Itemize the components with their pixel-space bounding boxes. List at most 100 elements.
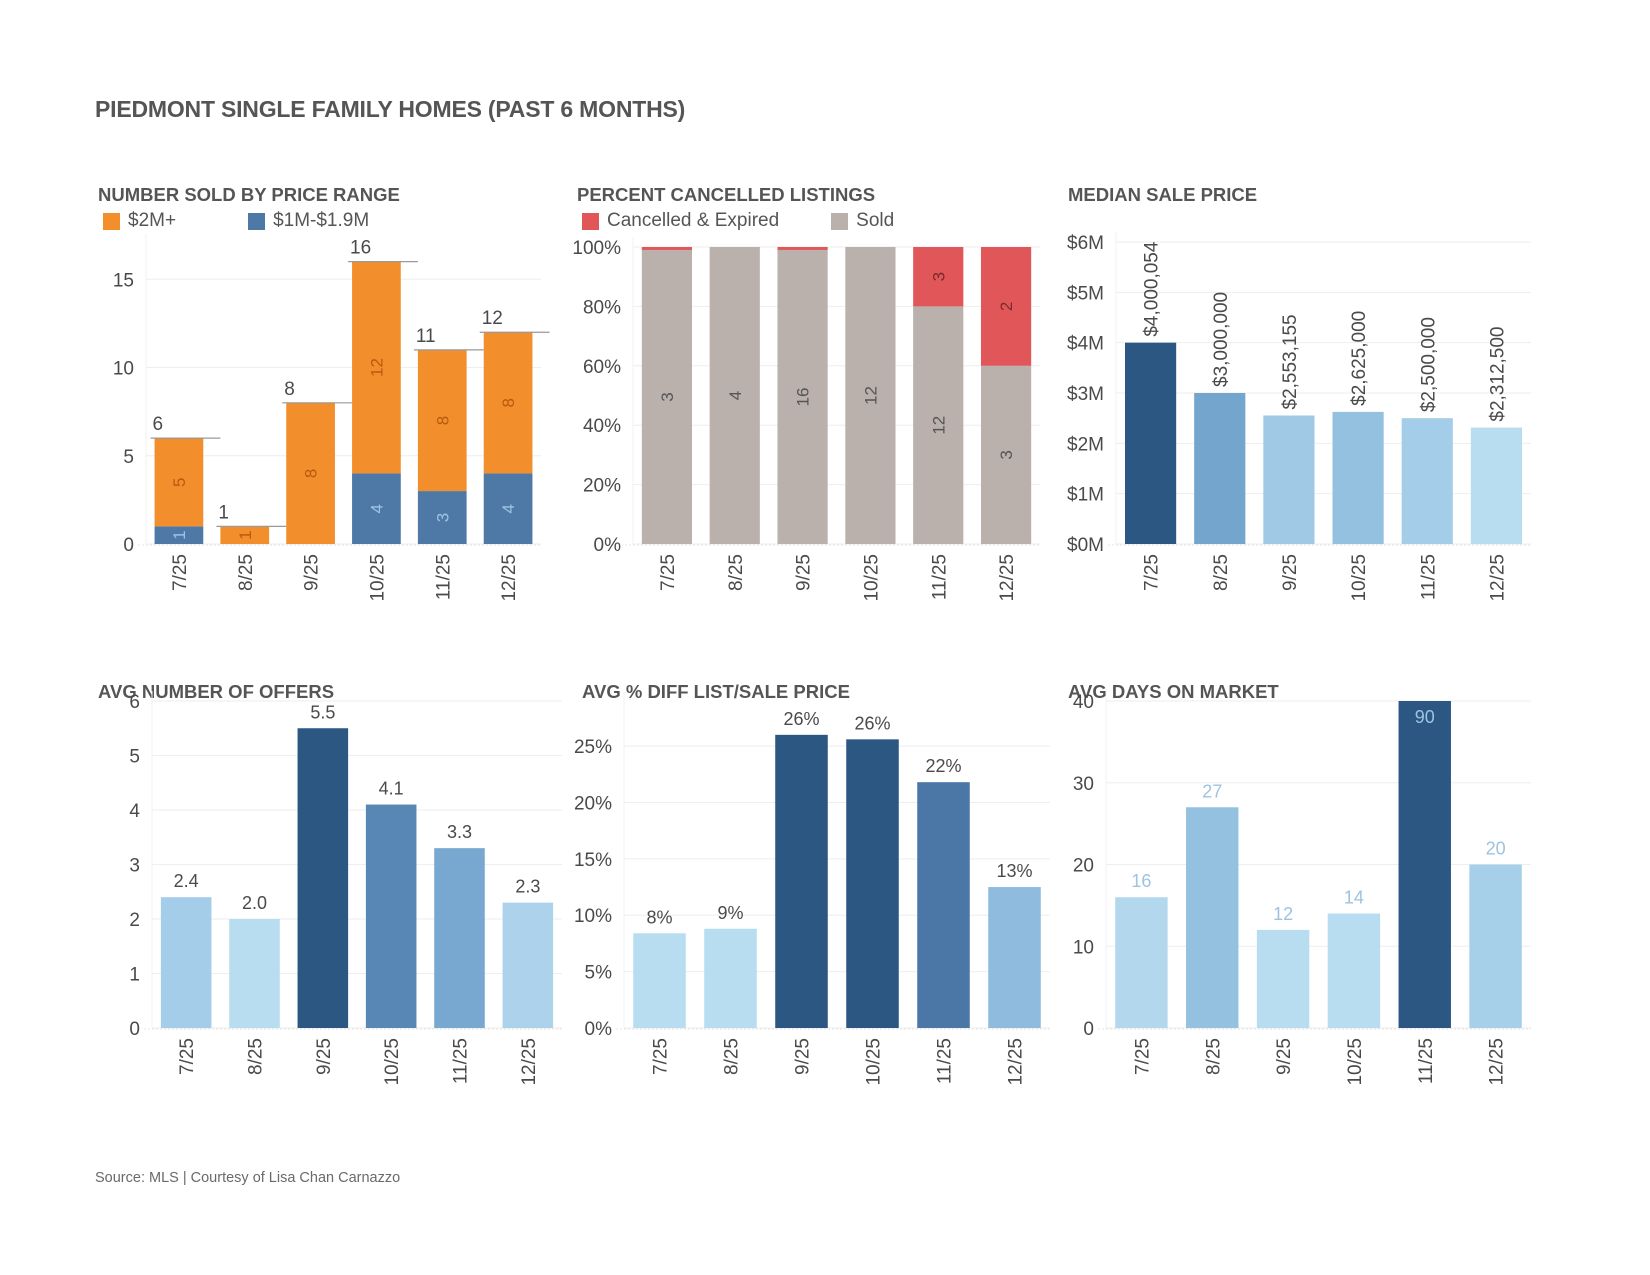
bar-segment xyxy=(286,402,335,544)
x-tick-label: 8/25 xyxy=(1203,1038,1224,1075)
bar xyxy=(633,933,686,1028)
chart-title: AVG DAYS ON MARKET xyxy=(1068,681,1279,702)
y-tick-label: 15% xyxy=(574,850,612,871)
y-tick-label: 3 xyxy=(129,856,140,877)
chart-panel-avg-days-on-market: AVG DAYS ON MARKET 0 10 20 30 40 7/25 16 8/25 27… xyxy=(1066,681,1546,1151)
value-label: 16 xyxy=(1131,871,1151,891)
x-tick-label: 10/25 xyxy=(864,1038,885,1086)
segment-label: 3 xyxy=(929,272,948,281)
y-tick-label: $0M xyxy=(1067,535,1104,556)
bar xyxy=(1124,342,1177,544)
bar xyxy=(1256,929,1310,1028)
value-label: 13% xyxy=(996,861,1032,881)
bar-segment xyxy=(417,491,467,544)
bar xyxy=(160,897,212,1028)
chart-title: AVG % DIFF LIST/SALE PRICE xyxy=(582,681,850,702)
y-tick-label: 0% xyxy=(594,535,622,556)
bar xyxy=(297,728,349,1028)
y-tick-label: $6M xyxy=(1067,233,1104,254)
x-tick-label: 7/25 xyxy=(651,1038,672,1075)
segment-label: 12 xyxy=(367,358,386,377)
segment-label: 12 xyxy=(929,416,948,435)
y-tick-label: 4 xyxy=(129,801,140,822)
bar-segment xyxy=(845,247,896,544)
value-label: 14 xyxy=(1344,888,1364,908)
bar xyxy=(365,804,417,1028)
bar xyxy=(1470,427,1523,544)
x-tick-label: 10/25 xyxy=(1345,1038,1366,1086)
value-label: 20 xyxy=(1486,839,1506,859)
value-label: $2,312,500 xyxy=(1487,327,1508,422)
bar xyxy=(502,902,554,1028)
bar-segment xyxy=(980,247,1032,366)
bar-segment xyxy=(154,438,204,527)
value-label: $2,500,000 xyxy=(1418,317,1439,412)
segment-label: 4 xyxy=(367,504,386,513)
value-label: 4.1 xyxy=(379,779,404,799)
y-tick-label: 1 xyxy=(129,965,140,986)
x-tick-label: 12/25 xyxy=(1006,1038,1027,1086)
chart-svg: 0% 5% 10% 15% 20% 25% 7/25 8% 8/25 9% 9/25 26% 10/25… xyxy=(574,691,1050,1086)
y-tick-label: 100% xyxy=(572,238,621,259)
legend-swatch xyxy=(248,212,266,230)
value-label: 2.3 xyxy=(515,877,540,897)
y-tick-label: $5M xyxy=(1067,283,1104,304)
value-label: 5.5 xyxy=(310,702,335,722)
legend-label: $2M+ xyxy=(128,210,177,231)
x-tick-label: 12/25 xyxy=(499,554,520,602)
bar-segment xyxy=(417,349,467,492)
x-tick-label: 12/25 xyxy=(997,554,1018,602)
total-label: 12 xyxy=(482,308,503,329)
legend-swatch xyxy=(103,212,120,230)
bar-segment xyxy=(641,247,693,250)
bar xyxy=(775,734,828,1028)
total-label: 1 xyxy=(218,502,229,523)
x-tick-label: 7/25 xyxy=(177,1038,198,1075)
legend-item-1m-1-9m: $1M-$1.9M xyxy=(248,210,369,232)
y-tick-label: $4M xyxy=(1067,334,1104,355)
value-label: 27 xyxy=(1202,781,1222,801)
y-tick-label: 5 xyxy=(129,747,140,768)
x-tick-label: 9/25 xyxy=(1280,554,1301,591)
x-tick-label: 7/25 xyxy=(658,554,679,591)
x-tick-label: 7/25 xyxy=(1132,1038,1153,1075)
bar xyxy=(434,848,485,1028)
bar xyxy=(1398,701,1451,1028)
bar xyxy=(229,919,280,1028)
x-tick-label: 11/25 xyxy=(929,554,950,600)
x-tick-label: 9/25 xyxy=(302,554,323,591)
total-label: 8 xyxy=(284,379,295,400)
segment-label: 4 xyxy=(726,391,745,400)
bar-segment xyxy=(483,332,533,474)
value-label: $2,553,155 xyxy=(1280,314,1301,409)
y-tick-label: 5 xyxy=(123,447,134,468)
x-tick-label: 10/25 xyxy=(861,554,882,602)
chart-legend: $2M+ $1M-$1.9M xyxy=(103,210,441,232)
x-tick-label: 10/25 xyxy=(1349,554,1370,602)
legend-label: Sold xyxy=(856,210,895,231)
total-label: 16 xyxy=(350,238,371,259)
y-tick-label: 10 xyxy=(113,359,134,380)
x-tick-label: 8/25 xyxy=(1211,554,1232,591)
y-tick-label: 40% xyxy=(583,416,621,437)
x-tick-label: 10/25 xyxy=(367,554,388,602)
y-tick-label: 80% xyxy=(583,297,621,318)
segment-label: 5 xyxy=(170,478,189,487)
x-tick-label: 9/25 xyxy=(1274,1038,1295,1075)
segment-label: 2 xyxy=(997,302,1016,311)
y-tick-label: 10% xyxy=(574,906,612,927)
value-label: 2.4 xyxy=(174,871,199,891)
chart-svg: 0510157/251568/25119/258810/254121611/25… xyxy=(113,234,550,602)
y-tick-label: $1M xyxy=(1067,485,1104,506)
bar-segment xyxy=(709,247,760,544)
x-tick-label: 8/25 xyxy=(722,1038,743,1075)
y-tick-label: 20% xyxy=(574,793,612,814)
chart-svg: 0% 20% 40% 60% 80% 100% 7/25 3 8/25 4 9/25 16 10/25 1… xyxy=(572,237,1040,602)
y-tick-label: 20 xyxy=(1073,856,1094,877)
x-tick-label: 9/25 xyxy=(793,1038,814,1075)
legend-item-2m-plus: $2M+ xyxy=(103,210,176,232)
segment-label: 4 xyxy=(499,504,518,513)
bar-segment xyxy=(483,473,533,544)
y-tick-label: 0 xyxy=(1083,1019,1094,1040)
value-label: $3,000,000 xyxy=(1211,292,1232,387)
